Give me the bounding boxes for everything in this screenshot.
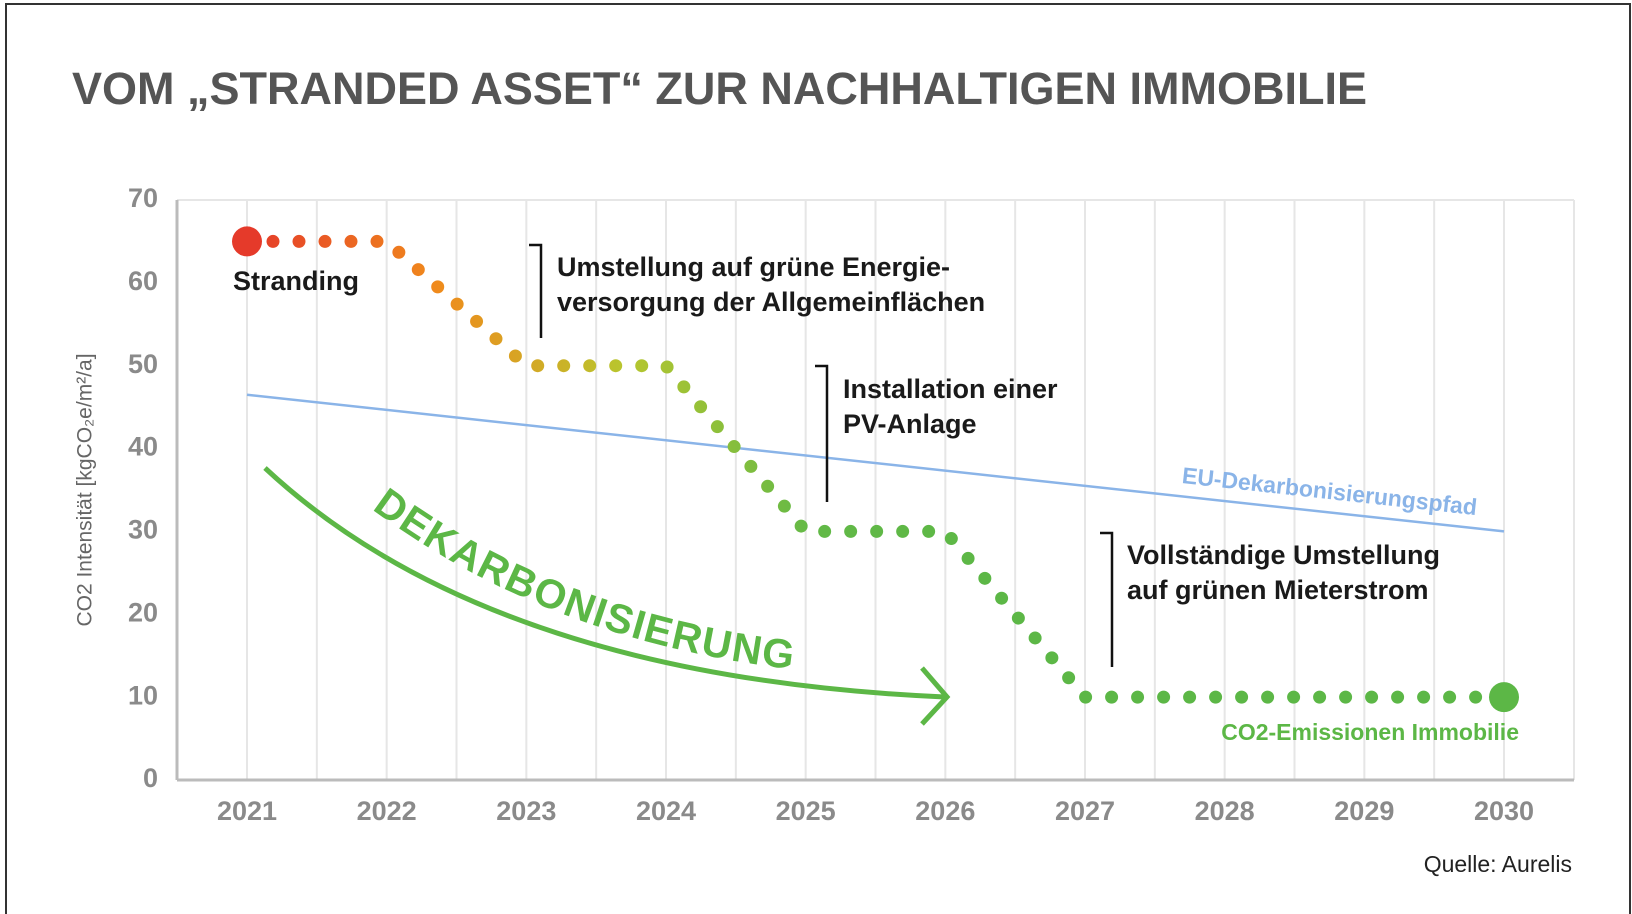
x-tick-label: 2024 — [636, 796, 696, 826]
annotation: versorgung der Allgemeinflächen — [557, 287, 985, 317]
eu-path-line — [246, 393, 1505, 533]
emissions-line — [240, 234, 1511, 704]
x-tick-label: 2025 — [776, 796, 836, 826]
bracket — [1100, 531, 1114, 667]
x-tick-label: 2028 — [1195, 796, 1255, 826]
end-marker — [1489, 682, 1519, 713]
start-marker — [232, 226, 262, 257]
x-tick-label: 2021 — [217, 796, 277, 826]
annotation: Installation einer — [843, 374, 1058, 404]
x-tick-label: 2027 — [1055, 796, 1115, 826]
x-tick-label: 2030 — [1474, 796, 1534, 826]
annotation: Stranding — [233, 266, 359, 296]
y-tick-label: 60 — [128, 266, 158, 296]
y-tick-label: 30 — [128, 515, 158, 545]
x-tick-label: 2023 — [496, 796, 556, 826]
bracket — [815, 364, 829, 502]
y-axis-label: CO2 Intensität [kgCO₂e/m²/a] — [74, 353, 97, 626]
annotation: PV-Anlage — [843, 409, 977, 439]
y-tick-label: 10 — [128, 680, 158, 710]
arrow-head — [920, 666, 951, 726]
x-tick-label: 2029 — [1334, 796, 1394, 826]
annotation: Vollständige Umstellung — [1127, 540, 1440, 570]
arrow-label: DEKARBONISIERUNG — [366, 479, 798, 678]
annotation: auf grünen Mieterstrom — [1127, 575, 1429, 605]
series-label: CO2-Emissionen Immobilie — [1221, 719, 1519, 745]
y-tick-label: 20 — [128, 597, 158, 627]
bracket — [529, 243, 543, 338]
frame — [5, 3, 1631, 914]
arrow-curve — [263, 466, 946, 700]
x-tick-label: 2022 — [357, 796, 417, 826]
y-tick-label: 50 — [128, 349, 158, 379]
annotation: Umstellung auf grüne Energie- — [557, 252, 950, 282]
y-tick-label: 70 — [128, 183, 158, 213]
arrow-label-path: DEKARBONISIERUNG — [366, 479, 797, 678]
chart-title: VOM „STRANDED ASSET“ ZUR NACHHALTIGEN IM… — [72, 63, 1367, 114]
source: Quelle: Aurelis — [1424, 851, 1572, 877]
y-tick-label: 40 — [128, 432, 158, 462]
y-tick-label: 0 — [143, 763, 158, 793]
x-tick-label: 2026 — [915, 796, 975, 826]
